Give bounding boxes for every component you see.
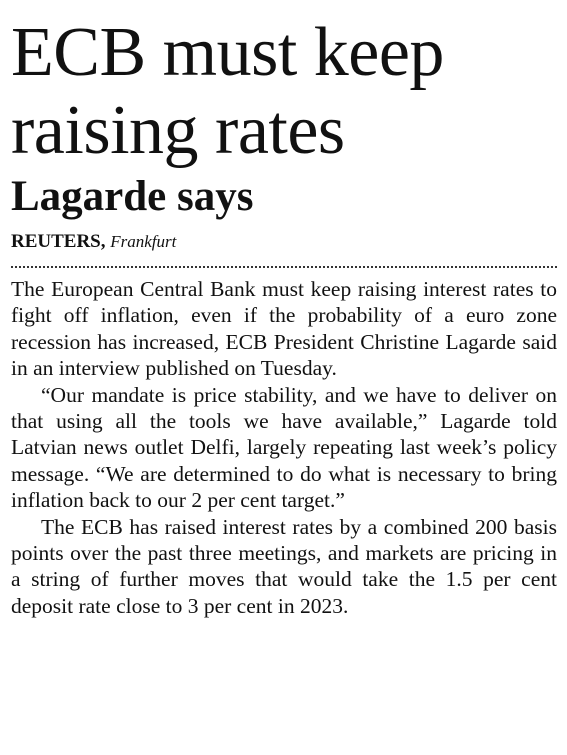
paragraph: The ECB has raised interest rates by a c… [11,514,557,618]
headline: ECB must keep raising rates [11,14,444,169]
location: Frankfurt [110,232,177,251]
paragraph: The European Central Bank must keep rais… [11,277,557,381]
paragraph: “Our mandate is price stability, and we … [11,382,557,513]
agency: REUTERS, [11,231,106,252]
dotted-rule [11,266,557,268]
article-body: The European Central Bank must keep rais… [11,276,557,619]
byline: REUTERS, Frankfurt [11,230,557,254]
subheadline: Lagarde says [11,173,254,220]
